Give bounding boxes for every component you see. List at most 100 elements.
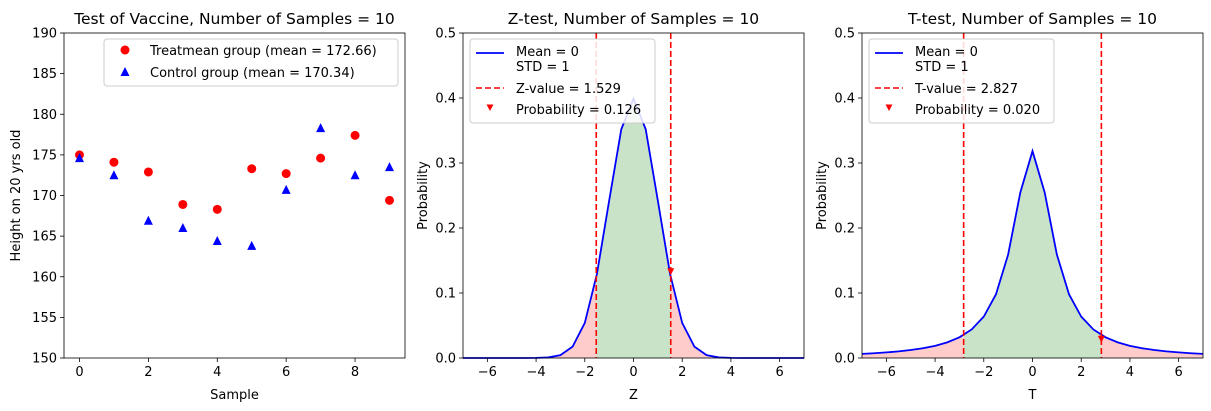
legend-box: [469, 38, 656, 124]
chart-title: Test of Vaccine, Number of Samples = 10: [73, 10, 395, 28]
legend-marker-control: [120, 67, 130, 76]
right-tail-area: [670, 276, 804, 358]
x-tick-label: 4: [727, 365, 735, 380]
legend-label-curve: Mean = 0 STD = 1: [516, 45, 579, 75]
legend: Treatmean group (mean = 172.66) Control g…: [103, 38, 399, 87]
y-axis-label: Height on 20 yrs old: [9, 130, 24, 262]
legend-marker-probability: [885, 104, 893, 111]
x-tick-label: −2: [974, 365, 993, 380]
control-point: [247, 240, 257, 250]
y-tick-label: 190: [32, 27, 57, 42]
treatment-point: [316, 153, 326, 163]
axes-frame: [63, 32, 406, 359]
x-tick-label: 4: [1126, 365, 1134, 380]
control-point: [385, 162, 394, 172]
probability-marker: [667, 268, 675, 276]
y-tick-label: 165: [32, 230, 57, 245]
acceptance-area: [963, 151, 1102, 358]
y-axis-label: Probability: [416, 161, 431, 230]
y-tick-label: 0.0: [834, 352, 855, 367]
x-tick-label: 0: [629, 365, 637, 380]
treatment-point: [247, 164, 257, 174]
treatment-point: [281, 169, 291, 179]
legend-marker-treatment: [120, 45, 130, 55]
y-tick-label: 160: [32, 270, 57, 285]
treatment-point: [212, 204, 222, 214]
y-tick-label: 175: [32, 148, 57, 163]
control-point: [109, 170, 119, 180]
legend-label-curve: Mean = 0 STD = 1: [915, 45, 978, 75]
left-tail-area: [862, 334, 964, 358]
x-axis-label: Sample: [210, 388, 259, 403]
chart-panel-3: −6 −4 −2 0 2 4 6 0.0 0.1 0.2 0.3 0.4 0.5 T-test, Numb…: [815, 10, 1204, 403]
legend-box: [868, 38, 1055, 124]
x-tick-label: −4: [925, 365, 944, 380]
chart-title: T-test, Number of Samples = 10: [907, 10, 1157, 28]
control-point: [316, 123, 326, 133]
chart-panel-2: −6 −4 −2 0 2 4 6 0.0 0.1 0.2 0.3 0.4 0.5 Z-test, Numb…: [416, 10, 805, 403]
y-tick-label: 0.5: [834, 27, 855, 42]
legend-marker-probability: [486, 104, 494, 111]
x-axis-label: T: [1028, 388, 1037, 403]
x-axis-label: Z: [629, 388, 638, 403]
legend-label-critical: Z-value = 1.529: [516, 82, 621, 97]
treatment-point: [143, 167, 153, 177]
x-tick-label: 2: [678, 365, 686, 380]
x-tick-label: −2: [575, 365, 594, 380]
x-tick-label: 8: [351, 365, 359, 380]
treatment-point: [350, 130, 360, 140]
x-tick-label: 6: [1175, 365, 1183, 380]
x-tick-label: 0: [1028, 365, 1036, 380]
legend-box: [103, 38, 399, 87]
treatment-point: [109, 157, 119, 167]
x-tick-label: 0: [75, 365, 83, 380]
y-tick-label: 0.3: [435, 157, 456, 172]
acceptance-area: [596, 98, 671, 358]
x-tick-label: 6: [776, 365, 784, 380]
x-tick-label: −6: [478, 365, 497, 380]
chart-panel-1: 0 2 4 6 8 150 155 160 165 170 175 180 185 190 Test of …: [9, 10, 406, 403]
control-point: [212, 236, 222, 245]
x-tick-label: 2: [144, 365, 152, 380]
control-point: [350, 170, 360, 180]
legend-label-control: Control group (mean = 170.34): [150, 66, 355, 81]
axes-frame: [861, 32, 1204, 359]
axes-frame: [462, 32, 805, 359]
x-tick-label: −6: [877, 365, 896, 380]
y-tick-label: 0.2: [834, 222, 855, 237]
y-tick-label: 155: [32, 311, 57, 326]
y-tick-label: 0.2: [435, 222, 456, 237]
x-tick-label: 4: [213, 365, 221, 380]
y-tick-label: 170: [32, 189, 57, 204]
y-tick-label: 0.3: [834, 157, 855, 172]
treatment-point: [178, 199, 188, 209]
y-tick-label: 0.4: [834, 92, 855, 107]
legend-label-probability: Probability = 0.126: [516, 103, 641, 118]
legend-label-treatment: Treatmean group (mean = 172.66): [149, 44, 377, 59]
control-point: [75, 153, 84, 163]
legend-label-probability: Probability = 0.020: [915, 103, 1040, 118]
probability-marker: [1097, 335, 1105, 343]
x-tick-label: 6: [282, 365, 290, 380]
right-tail-area: [1101, 334, 1203, 358]
y-tick-label: 150: [32, 352, 57, 367]
y-tick-label: 0.1: [834, 287, 855, 302]
x-tick-label: −4: [526, 365, 545, 380]
left-tail-area: [463, 276, 597, 358]
control-point: [178, 223, 188, 232]
y-tick-label: 180: [32, 108, 57, 123]
legend: Mean = 0 STD = 1 T-value = 2.827 Probabilit…: [868, 38, 1055, 124]
y-tick-label: 0.4: [435, 92, 456, 107]
legend: Mean = 0 STD = 1 Z-value = 1.529 Probabilit…: [469, 38, 656, 124]
chart-title: Z-test, Number of Samples = 10: [508, 10, 759, 28]
control-point: [281, 184, 291, 194]
x-tick-label: 2: [1077, 365, 1085, 380]
control-point: [143, 215, 153, 225]
y-tick-label: 0.5: [435, 27, 456, 42]
y-tick-label: 185: [32, 67, 57, 82]
y-tick-label: 0.1: [435, 287, 456, 302]
treatment-point: [385, 195, 394, 205]
density-curve: [861, 147, 1204, 355]
legend-label-critical: T-value = 2.827: [914, 82, 1018, 97]
